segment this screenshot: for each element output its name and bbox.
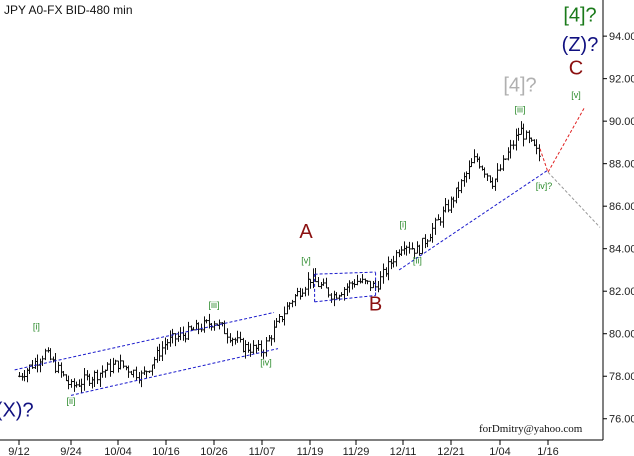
- y-tick-label: 94.00: [609, 31, 634, 43]
- watermark: forDmitry@yahoo.com: [479, 423, 583, 435]
- x-tick-label: 9/24: [60, 446, 81, 456]
- y-tick-label: 90.00: [609, 116, 634, 128]
- y-tick-label: 80.00: [609, 329, 634, 341]
- wave-label: [4]?: [563, 4, 596, 26]
- wave-label: [iv]?: [536, 181, 553, 191]
- wave-label: [i]: [33, 321, 40, 331]
- wave-label: A: [299, 221, 313, 243]
- x-tick-label: 12/11: [390, 446, 417, 456]
- x-tick-label: 10/04: [104, 446, 132, 456]
- forecast-paths: [539, 108, 601, 228]
- y-tick-label: 76.00: [609, 414, 634, 426]
- wave-label: [ii]: [413, 256, 422, 266]
- wave-label: [i]: [399, 219, 406, 229]
- x-tick-label: 10/16: [152, 446, 180, 456]
- x-tick-label: 11/07: [249, 446, 276, 456]
- wave-labels: (X)? [i] [ii] [iii] [iv] A [v] B [i] [ii] [iii] [iv…: [0, 4, 598, 421]
- forecast-path-red: [539, 108, 585, 174]
- channel-lines: [14, 169, 549, 396]
- wave-label: [iv]: [260, 358, 272, 368]
- wave-label: B: [369, 293, 382, 315]
- chart-title: JPY A0-FX BID-480 min: [4, 3, 133, 17]
- x-tick-label: 1/16: [537, 446, 558, 456]
- wave-label: [v]: [571, 90, 581, 100]
- x-tick-label: 9/12: [8, 446, 29, 456]
- wave-label: [v]: [301, 256, 311, 266]
- wave-label: [4]?: [503, 74, 536, 96]
- forecast-path-gray: [547, 171, 601, 228]
- x-axis-ticks: 9/12 9/24 10/04 10/16 10/26 11/07 11/19 11/29 12…: [8, 440, 559, 456]
- wave-label: C: [569, 57, 583, 79]
- wave-label: [ii]: [67, 396, 76, 406]
- chart-axes: [0, 0, 604, 441]
- y-tick-label: 86.00: [609, 201, 634, 213]
- wave-label: [iii]: [209, 300, 220, 310]
- channel-line: [70, 348, 279, 396]
- y-tick-label: 82.00: [609, 286, 634, 298]
- x-tick-label: 10/26: [200, 446, 228, 456]
- x-tick-label: 11/29: [343, 446, 370, 456]
- channel-line: [314, 271, 376, 275]
- x-tick-label: 11/19: [297, 446, 324, 456]
- y-tick-label: 88.00: [609, 159, 634, 171]
- channel-line: [314, 294, 376, 303]
- y-tick-label: 92.00: [609, 74, 634, 86]
- wave-label: (X)?: [0, 400, 34, 422]
- wave-label: (Z)?: [562, 34, 599, 56]
- x-tick-label: 12/21: [437, 446, 465, 456]
- channel-line: [14, 311, 275, 371]
- y-tick-label: 78.00: [609, 371, 634, 383]
- y-axis-ticks: 76.00 78.00 80.00 82.00 84.00 86.00 88.00 90.00…: [603, 31, 634, 426]
- wave-label: [iii]: [515, 105, 526, 115]
- y-tick-label: 84.00: [609, 244, 634, 256]
- x-tick-label: 1/04: [489, 446, 510, 456]
- price-bars: [18, 121, 541, 393]
